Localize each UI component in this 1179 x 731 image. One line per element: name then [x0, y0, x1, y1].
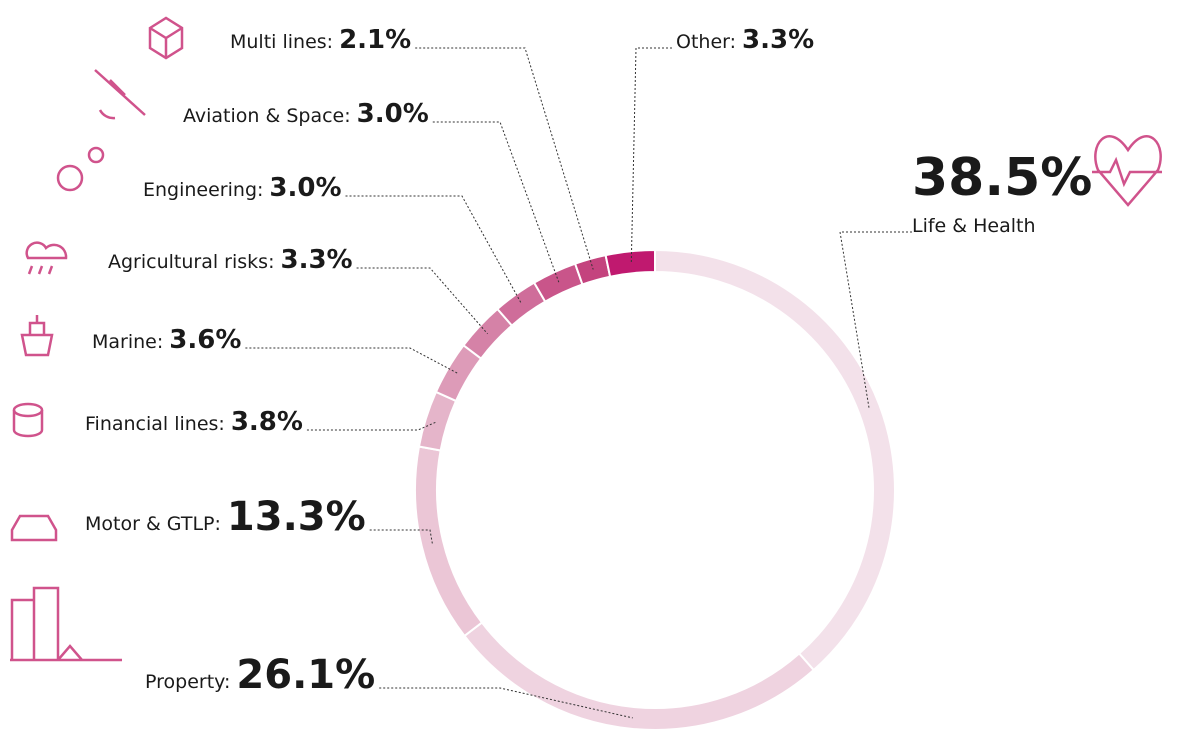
donut-segment — [414, 445, 484, 638]
cube-icon — [148, 16, 184, 60]
value-label: 3.3% — [280, 245, 352, 275]
category-label: Property: — [145, 671, 230, 693]
value-label: 3.0% — [357, 99, 429, 129]
donut-segment — [417, 390, 458, 452]
leader-line — [379, 687, 633, 719]
leader-line — [432, 121, 560, 283]
value-label: 3.8% — [231, 407, 303, 437]
donut-segment — [573, 253, 612, 286]
category-label: Multi lines: — [230, 31, 333, 53]
data-label: Marine: 3.6% — [92, 325, 241, 355]
donut-segment — [463, 621, 816, 731]
category-label: Financial lines: — [85, 413, 225, 435]
gear-icon — [87, 146, 105, 164]
category-label: Aviation & Space: — [183, 105, 351, 127]
cloud-icon — [25, 241, 68, 275]
data-label: Aviation & Space: 3.0% — [183, 99, 429, 129]
donut-segment — [654, 248, 896, 672]
value-label: 13.3% — [227, 494, 366, 540]
value-label: 2.1% — [339, 25, 411, 55]
category-label: Agricultural risks: — [108, 251, 274, 273]
heart-icon — [1092, 135, 1162, 207]
donut-segment — [532, 262, 584, 304]
ship-icon — [20, 315, 54, 357]
satellite-icon — [94, 69, 146, 120]
leader-line — [839, 231, 912, 410]
category-label: Engineering: — [143, 179, 263, 201]
leader-line — [245, 347, 459, 374]
coins-icon — [12, 402, 44, 418]
value-label: 38.5% — [912, 148, 1092, 208]
value-label: 3.0% — [269, 173, 341, 203]
leader-line — [415, 47, 594, 270]
data-label: Property: 26.1% — [145, 652, 375, 698]
leader-line — [306, 421, 437, 431]
donut-segment — [604, 248, 656, 278]
category-label: Motor & GTLP: — [85, 513, 221, 535]
value-label: 26.1% — [236, 652, 375, 698]
leader-line — [630, 47, 672, 263]
data-label: Motor & GTLP: 13.3% — [85, 494, 366, 540]
data-label: Engineering: 3.0% — [143, 173, 342, 203]
data-label: Multi lines: 2.1% — [230, 25, 411, 55]
leader-line — [369, 529, 433, 544]
leader-line — [345, 195, 523, 305]
category-label: Life & Health — [912, 215, 1036, 237]
icons — [10, 16, 1162, 662]
leader-line — [356, 267, 488, 335]
gear-icon — [56, 164, 84, 192]
category-label: Other: — [676, 31, 736, 53]
coins-icon — [12, 410, 44, 438]
data-label: Agricultural risks: 3.3% — [108, 245, 353, 275]
data-label: Other: 3.3% — [676, 25, 814, 55]
value-label: 3.6% — [169, 325, 241, 355]
data-label: Financial lines: 3.8% — [85, 407, 303, 437]
car-icon — [10, 514, 58, 542]
value-label: 3.3% — [742, 25, 814, 55]
category-label: Marine: — [92, 331, 163, 353]
buildings-icon — [10, 586, 122, 662]
